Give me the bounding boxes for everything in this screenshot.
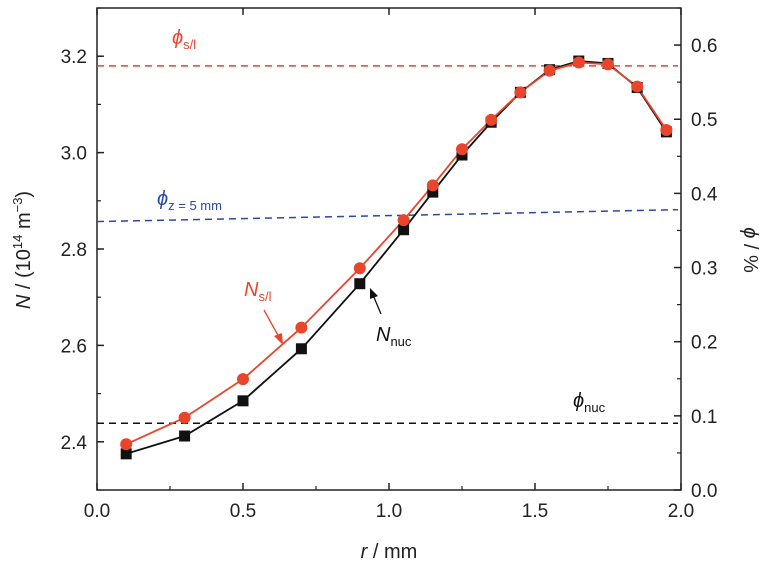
label-phi-nuc: ϕnuc (573, 390, 606, 415)
arrow-n-nuc (370, 288, 382, 315)
y-right-var: ϕ (739, 227, 761, 238)
label-n-nuc: Nnuc (376, 324, 412, 349)
point-n-sl (295, 321, 308, 334)
y-right-tick-label: 0.1 (691, 407, 717, 428)
y-left-tick-label: 3.0 (61, 144, 87, 165)
point-n-sl (572, 56, 585, 69)
y-left-tick-label: 3.2 (61, 47, 87, 68)
y-left-unit2: m (13, 212, 35, 234)
point-n-sl (120, 438, 133, 451)
point-n-sl (602, 58, 614, 71)
point-n-sl (237, 373, 249, 386)
point-n-nuc (354, 278, 366, 290)
y-right-tick-label: 0.2 (691, 333, 717, 354)
point-n-sl (514, 86, 527, 99)
point-n-sl (631, 80, 644, 93)
series-lines (125, 60, 668, 455)
point-n-sl (660, 123, 673, 136)
x-axis-unit: / mm (367, 541, 417, 563)
y-left-exp2: −3 (10, 198, 25, 213)
y-left-close: ) (13, 191, 35, 198)
y-right-tick-label: 0.6 (691, 36, 717, 57)
x-tick-label: 0.5 (230, 501, 256, 522)
axis-ticks: 0.0 0.5 1.0 1.5 2.0 2.4 2.6 2.8 3.0 3.2 0.0 0.1 0.2 0… (61, 7, 718, 522)
y-left-tick-label: 2.4 (61, 433, 88, 454)
point-n-nuc (398, 224, 410, 236)
point-n-nuc (120, 448, 132, 460)
line-n-nuc (125, 60, 668, 455)
phi-dashed-lines (96, 65, 679, 425)
line-n-s-l (125, 61, 668, 446)
y-left-unit: / (10 (13, 249, 35, 295)
y-right-tick-label: 0.5 (691, 110, 717, 131)
point-n-sl (353, 262, 366, 275)
x-tick-label: 2.0 (668, 501, 694, 522)
x-tick-label: 0.0 (84, 501, 110, 522)
arrow-n-sl (263, 309, 283, 345)
point-n-nuc (237, 395, 249, 407)
dashed-line-phi-z-5-mm (96, 208, 679, 223)
y-left-exp: 14 (10, 235, 25, 249)
point-n-nuc (427, 186, 439, 198)
y-right-tick-label: 0.0 (691, 481, 717, 502)
x-axis-title: r / mm (361, 541, 418, 563)
point-n-sl (397, 214, 410, 227)
label-phi-z5mm: ϕz = 5 mm (157, 188, 222, 213)
y-left-var: N (13, 294, 35, 309)
y-right-axis-title: ϕ / % (739, 227, 761, 273)
y-left-axis-title: N / (1014 m−3) (10, 191, 35, 309)
point-n-sl (543, 64, 556, 77)
y-right-tick-label: 0.3 (691, 259, 717, 280)
point-n-sl (485, 113, 498, 126)
point-n-nuc (295, 343, 307, 355)
label-phi-sl: ϕs/l (172, 27, 196, 52)
point-n-sl (456, 143, 468, 156)
point-n-nuc (179, 430, 191, 442)
x-axis-var: r (361, 541, 369, 563)
y-right-tick-label: 0.4 (691, 184, 718, 205)
point-n-sl (178, 411, 191, 424)
y-left-tick-label: 2.6 (61, 336, 87, 357)
point-n-sl (426, 179, 439, 192)
y-left-tick-label: 2.8 (61, 240, 87, 261)
label-n-sl: Ns/l (244, 279, 272, 304)
x-tick-label: 1.0 (376, 501, 402, 522)
series-markers (120, 55, 673, 460)
y-right-unit: / % (739, 238, 761, 273)
x-tick-label: 1.5 (522, 501, 548, 522)
